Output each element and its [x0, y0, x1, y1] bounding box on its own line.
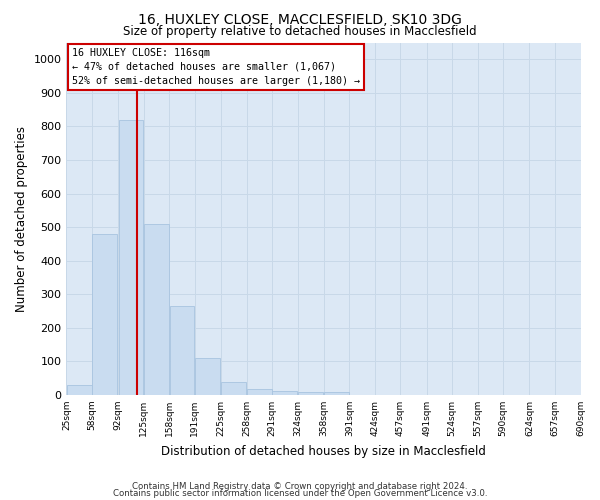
Text: Contains HM Land Registry data © Crown copyright and database right 2024.: Contains HM Land Registry data © Crown c…	[132, 482, 468, 491]
X-axis label: Distribution of detached houses by size in Macclesfield: Distribution of detached houses by size …	[161, 444, 486, 458]
Bar	[298, 392, 323, 395]
Bar	[170, 306, 194, 395]
Bar	[144, 224, 169, 395]
Y-axis label: Number of detached properties: Number of detached properties	[15, 126, 28, 312]
Bar	[221, 382, 246, 395]
Bar	[195, 358, 220, 395]
Text: 16, HUXLEY CLOSE, MACCLESFIELD, SK10 3DG: 16, HUXLEY CLOSE, MACCLESFIELD, SK10 3DG	[138, 12, 462, 26]
Bar	[272, 390, 297, 395]
Bar	[67, 385, 92, 395]
Text: Size of property relative to detached houses in Macclesfield: Size of property relative to detached ho…	[123, 25, 477, 38]
Bar	[119, 120, 143, 395]
Text: 16 HUXLEY CLOSE: 116sqm
← 47% of detached houses are smaller (1,067)
52% of semi: 16 HUXLEY CLOSE: 116sqm ← 47% of detache…	[71, 48, 359, 86]
Bar	[92, 234, 117, 395]
Bar	[324, 392, 349, 395]
Text: Contains public sector information licensed under the Open Government Licence v3: Contains public sector information licen…	[113, 490, 487, 498]
Bar	[247, 389, 272, 395]
